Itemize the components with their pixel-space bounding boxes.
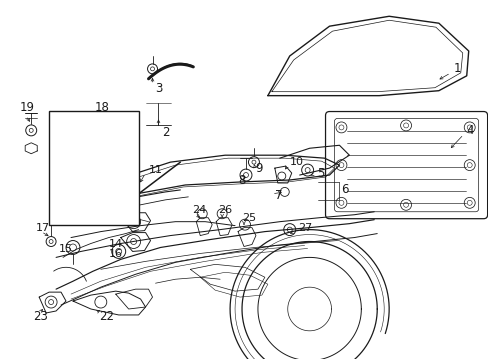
Text: 21: 21 [63,203,78,216]
Text: 17: 17 [36,222,50,233]
Text: 16: 16 [108,249,122,260]
Text: 1: 1 [453,62,460,75]
Text: 20: 20 [63,183,77,193]
Text: 12: 12 [79,197,93,207]
Text: 25: 25 [242,213,256,223]
Text: 5: 5 [317,167,325,180]
Text: 3: 3 [155,82,163,95]
Text: 8: 8 [238,174,245,186]
Text: 13: 13 [108,210,122,220]
Text: 6: 6 [341,184,348,197]
Text: 15: 15 [59,244,73,255]
Text: 14: 14 [108,239,122,249]
Text: 11: 11 [148,165,162,175]
Text: 19: 19 [19,101,34,114]
Text: 10: 10 [289,157,303,167]
Text: 4: 4 [466,124,473,137]
Bar [49,111,138,225]
Text: 24: 24 [192,205,206,215]
Text: 9: 9 [254,162,262,175]
Text: 2: 2 [162,126,170,139]
Text: 18: 18 [95,101,109,114]
Text: 7: 7 [274,189,282,202]
Text: 26: 26 [218,205,232,215]
Text: 23: 23 [33,310,48,323]
Text: 22: 22 [99,310,114,323]
Text: 27: 27 [297,222,311,233]
